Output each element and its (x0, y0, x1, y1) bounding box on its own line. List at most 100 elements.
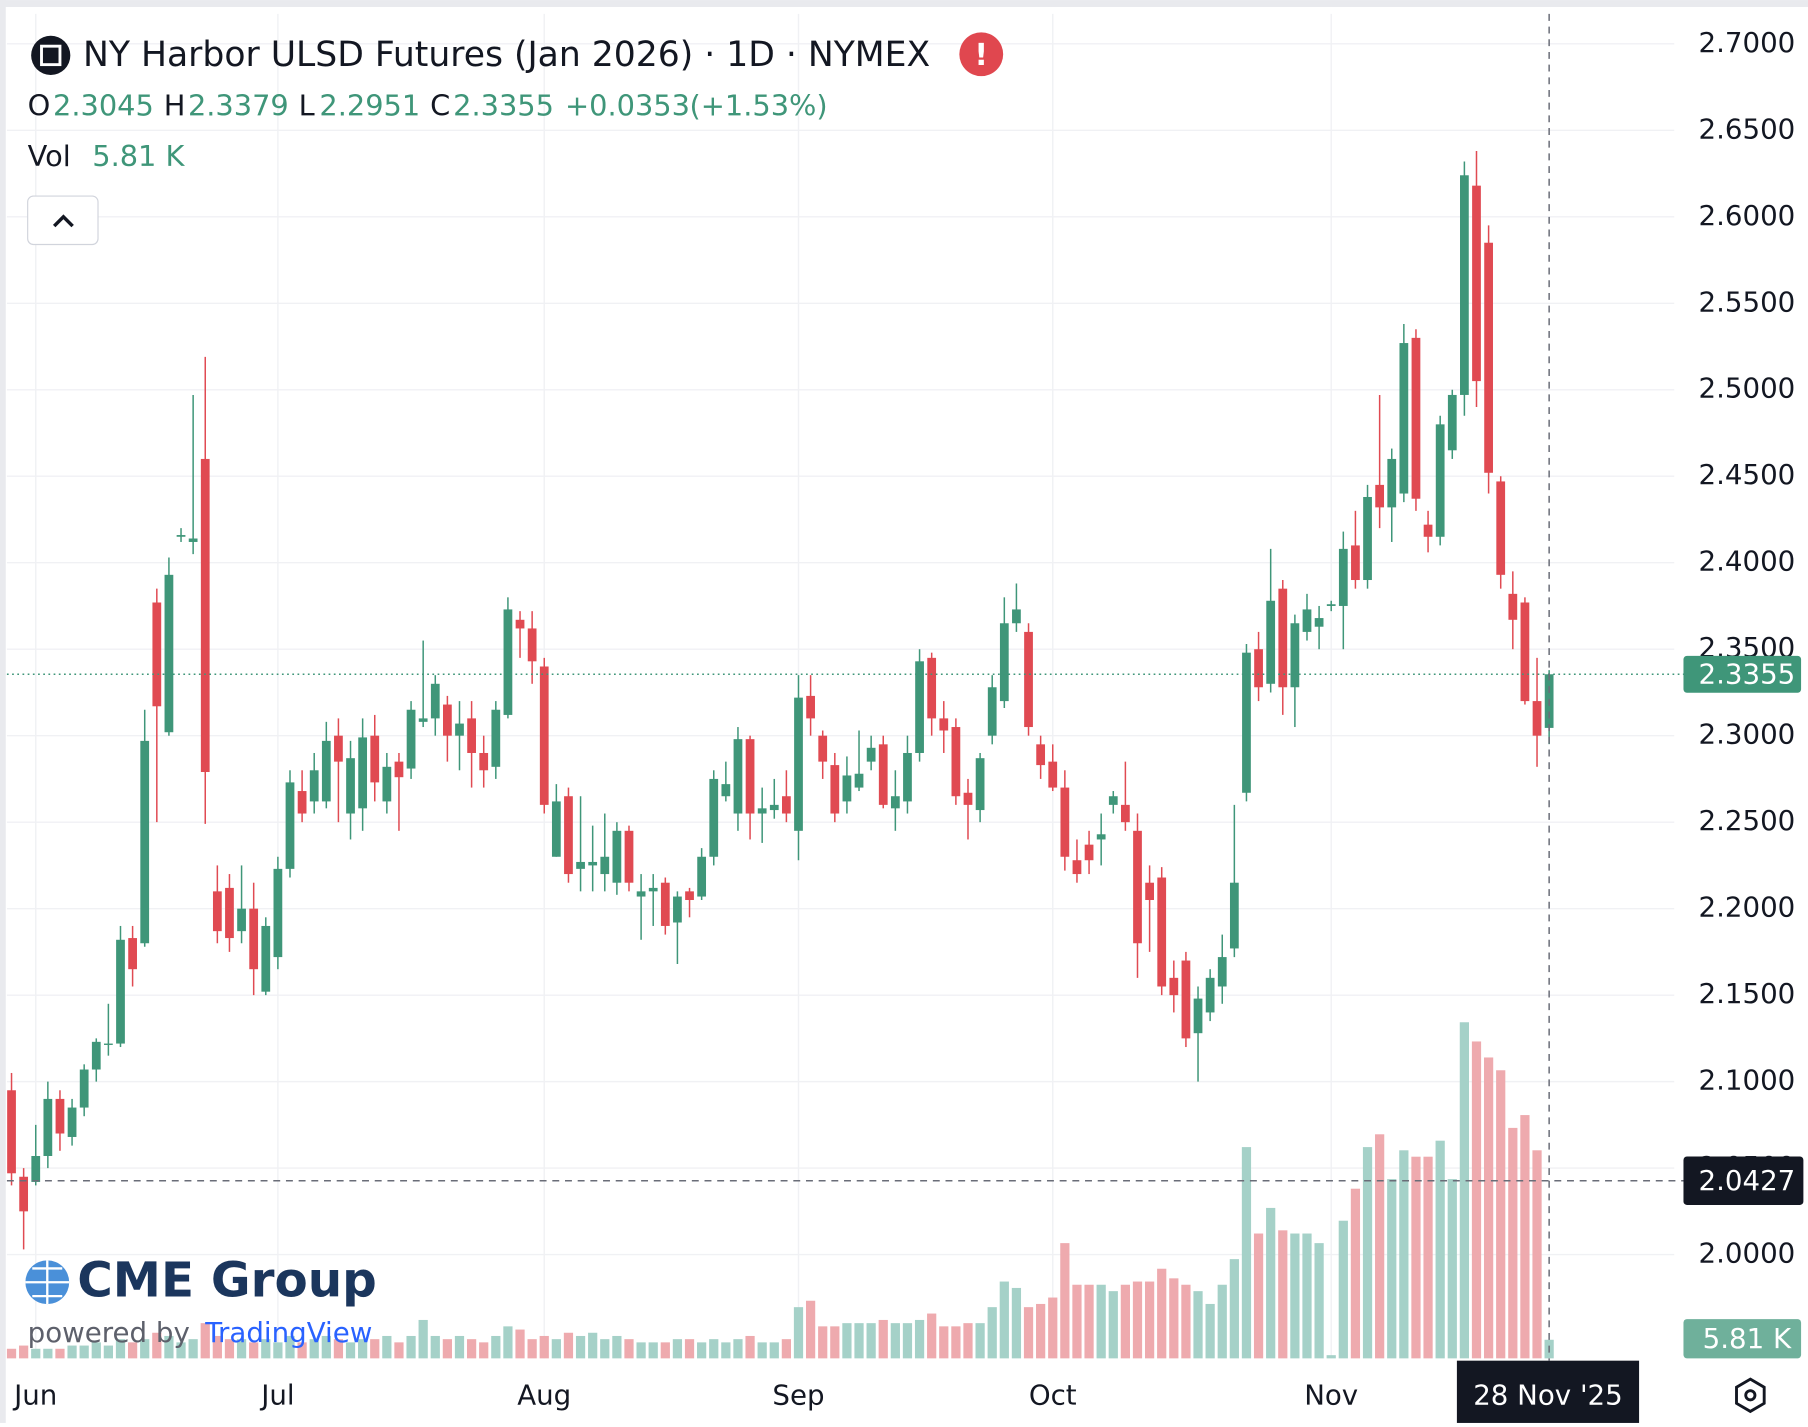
volume-bar (1338, 1220, 1348, 1359)
candle-body (309, 770, 319, 802)
volume-bar (927, 1313, 937, 1359)
volume-bar (866, 1323, 876, 1359)
candle-body (854, 773, 864, 788)
y-tick-label: 2.4500 (1698, 458, 1795, 491)
candle-body (1278, 588, 1288, 688)
candle-body (104, 1043, 113, 1045)
volume-bar (1375, 1134, 1385, 1359)
symbol-icon (31, 35, 71, 76)
candle-body (1157, 877, 1167, 987)
candle-body (1314, 618, 1324, 627)
crosshair-price-label: 2.0427 (1698, 1164, 1795, 1197)
candle-body (588, 861, 598, 866)
volume-bar (1217, 1284, 1227, 1359)
volume-bar (491, 1335, 501, 1359)
volume-bar (79, 1345, 89, 1359)
candle-body (212, 891, 222, 932)
volume-bar (914, 1319, 925, 1359)
candle-body (273, 868, 283, 958)
settings-icon[interactable] (1735, 1377, 1766, 1414)
x-tick-label: Sep (772, 1378, 824, 1411)
candle-body (1133, 830, 1142, 944)
candle-body (1229, 882, 1239, 949)
candle-body (1435, 424, 1445, 537)
volume-bar (200, 1323, 210, 1359)
volume-bar (1532, 1150, 1542, 1359)
candle-body (7, 1090, 16, 1174)
candle-body (1326, 604, 1336, 606)
volume-bar (842, 1323, 852, 1359)
candle-body (769, 804, 779, 811)
candle-body (418, 718, 428, 722)
volume-bar (249, 1342, 259, 1359)
volume-bar (1108, 1291, 1118, 1359)
volume-bar (987, 1307, 997, 1359)
change-percent: (+1.53%) (690, 88, 828, 122)
collapse-button[interactable] (27, 195, 99, 246)
candle-body (200, 458, 210, 773)
candle-body (479, 752, 489, 771)
candle-body (564, 796, 573, 875)
candle-body (225, 887, 234, 939)
legend: NY Harbor ULSD Futures (Jan 2026) · 1D ·… (31, 32, 1004, 77)
volume-bar (479, 1342, 489, 1359)
candle-body (515, 619, 525, 629)
candle-body (128, 938, 137, 970)
volume-bar (152, 1332, 162, 1359)
settings-button[interactable] (1735, 1377, 1766, 1414)
candle-body (491, 709, 501, 767)
volume-bar (1411, 1156, 1421, 1359)
candle-body (1217, 957, 1227, 987)
candle-body (987, 687, 997, 736)
candle-body (1084, 844, 1094, 861)
candle-body (430, 683, 440, 719)
candle-body (334, 735, 343, 762)
candle-body (237, 908, 246, 932)
alert-icon[interactable] (959, 32, 1004, 77)
change: +0.0353 (565, 88, 690, 122)
volume-bar (1229, 1259, 1239, 1359)
y-tick-label: 2.0000 (1698, 1237, 1795, 1270)
volume-bar (709, 1339, 719, 1359)
volume-bar (975, 1323, 985, 1359)
volume-bar (394, 1342, 404, 1359)
volume-bar (660, 1342, 670, 1359)
volume-bar (1266, 1207, 1276, 1359)
volume-bar (67, 1345, 77, 1359)
volume-bar (1387, 1179, 1397, 1359)
volume-bar (333, 1339, 344, 1359)
candle-body (1447, 394, 1457, 451)
volume-bar (890, 1323, 900, 1359)
logo-globe-lines (25, 1260, 70, 1305)
collapse-button-box[interactable] (27, 195, 99, 246)
candle-body (975, 758, 985, 811)
last-price-label: 2.3355 (1698, 657, 1795, 690)
candle-body (963, 792, 973, 805)
volume-bar (212, 1335, 222, 1359)
candle-body (733, 739, 743, 814)
volume-bar (515, 1329, 525, 1359)
vol-value: 5.81 K (92, 139, 185, 173)
volume-bar (55, 1348, 65, 1359)
candle-body (1254, 649, 1263, 688)
volume-bar (636, 1342, 646, 1359)
symbol-icon-mark (40, 44, 62, 67)
candle-body (903, 752, 912, 802)
candle-body (1205, 977, 1215, 1013)
candle-body (503, 609, 513, 715)
volume-bar (999, 1281, 1009, 1359)
volume-bar (1011, 1287, 1022, 1359)
top-border (0, 0, 1808, 7)
volume-bar (1205, 1303, 1215, 1359)
volume-bar (1144, 1281, 1155, 1359)
ohlc-label: L (299, 88, 315, 122)
x-tick-label: Jun (12, 1378, 57, 1411)
y-tick-label: 2.6000 (1698, 199, 1795, 232)
ohlc-label: C (430, 88, 450, 122)
y-tick-label: 2.5000 (1698, 372, 1795, 405)
candle-body (660, 882, 670, 926)
volume-bar (1496, 1070, 1506, 1359)
candle-body (261, 925, 271, 992)
